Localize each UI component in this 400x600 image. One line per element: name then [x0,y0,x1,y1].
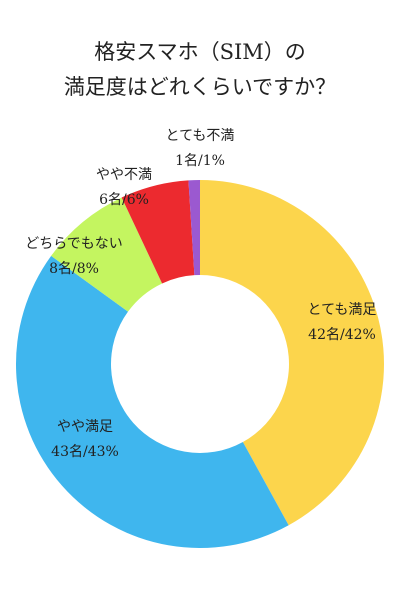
slice-value-very-satisfied: 42名/42% [308,327,376,343]
chart-title-line-2: 満足度はどれくらいですか？ [64,75,336,99]
slice-neutral [51,197,163,312]
slice-somewhat-dissatisfied [121,180,195,284]
donut-slices [15,180,385,548]
slice-very-dissatisfied [188,180,200,276]
slice-very-satisfied [200,180,385,526]
slice-value-neutral: 8名/8% [49,261,99,277]
slice-value-somewhat-dissatisfied: 6名/6% [99,192,149,208]
slice-value-somewhat-satisfied: 43名/43% [51,444,119,460]
slice-label-very-dissatisfied: とても不満 [166,128,235,144]
slice-label-somewhat-dissatisfied: やや不満 [96,167,152,183]
slice-somewhat-satisfied [15,255,289,548]
slice-value-very-dissatisfied: 1名/1% [175,153,225,169]
chart-title-line-1: 格安スマホ（SIM）の [94,40,306,64]
slice-label-somewhat-satisfied: やや満足 [57,419,113,435]
slice-label-very-satisfied: とても満足 [308,302,377,318]
slice-labels: とても満足 42名/42% やや満足 43名/43% どちらでもない 8名/8%… [25,128,376,460]
slice-label-neutral: どちらでもない [25,236,123,252]
